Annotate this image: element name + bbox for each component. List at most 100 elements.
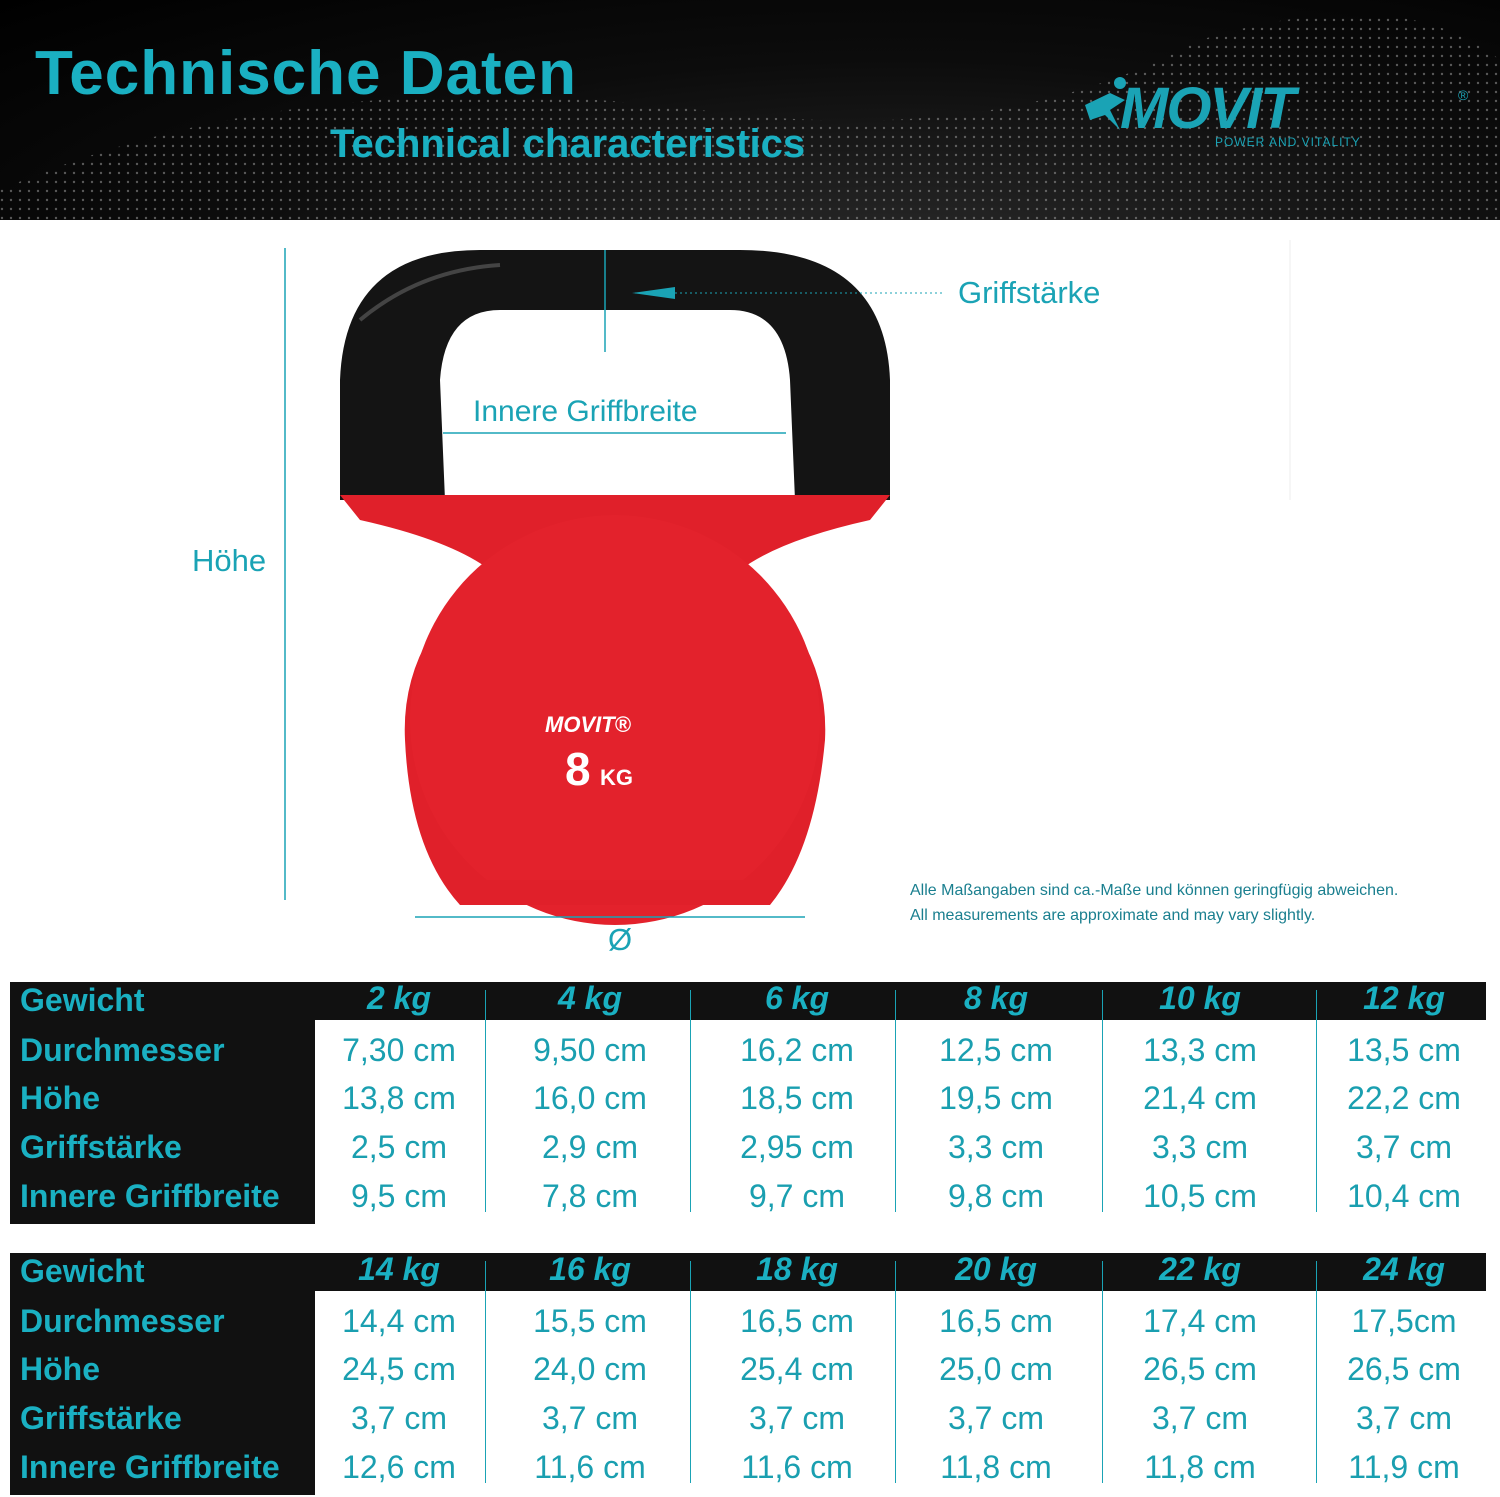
- column-divider: [1316, 990, 1317, 1212]
- column-divider: [485, 990, 486, 1212]
- label-inner-grip-width: Innere Griffbreite: [473, 395, 698, 428]
- table-cell: 16,5 cm: [939, 1303, 1053, 1339]
- table-cell: 16,5 cm: [740, 1303, 854, 1339]
- column-divider: [485, 1261, 486, 1483]
- dot-wave-background: [0, 14, 1500, 220]
- weight-header: 24 kg: [1363, 1251, 1445, 1287]
- table-cell: 11,6 cm: [741, 1449, 853, 1485]
- row-label: Griffstärke: [20, 1400, 182, 1436]
- table-cell: 17,5cm: [1351, 1303, 1457, 1339]
- table-label-column: [10, 1253, 315, 1495]
- kettlebell-brand: MOVIT®: [545, 712, 632, 737]
- spec-table: Gewicht Durchmesser Höhe Griffstärke Innere …: [10, 1251, 1486, 1495]
- table-cell: 2,95 cm: [740, 1129, 854, 1165]
- table-cell: 3,7 cm: [1355, 1400, 1453, 1436]
- table-cell: 16,0 cm: [533, 1080, 647, 1116]
- table-cell: 19,5 cm: [939, 1080, 1053, 1116]
- column-divider: [690, 990, 691, 1212]
- column-divider: [895, 1261, 896, 1483]
- table-cell: 21,4 cm: [1143, 1080, 1257, 1116]
- arrow-icon: [632, 287, 675, 299]
- weight-header: 22 kg: [1159, 1251, 1241, 1287]
- table-cell: 10,4 cm: [1347, 1178, 1461, 1214]
- table-cell: 3,3 cm: [947, 1129, 1045, 1165]
- table-cell: 3,7 cm: [350, 1400, 448, 1436]
- table-cell: 25,0 cm: [939, 1351, 1053, 1387]
- column-divider: [690, 1261, 691, 1483]
- title-german: Technische Daten: [35, 39, 578, 108]
- weight-header: 20 kg: [955, 1251, 1037, 1287]
- weight-header: 16 kg: [549, 1251, 631, 1287]
- table-cell: 22,2 cm: [1347, 1080, 1461, 1116]
- table-label-column: [10, 982, 315, 1224]
- table-cell: 10,5 cm: [1143, 1178, 1257, 1214]
- note-english: All measurements are approximate and may…: [910, 907, 1316, 924]
- label-grip-thickness: Griffstärke: [958, 275, 1101, 310]
- table-cell: 14,4 cm: [342, 1303, 456, 1339]
- column-divider: [1102, 990, 1103, 1212]
- label-height: Höhe: [192, 543, 267, 578]
- brand-logo: MOVIT ® POWER AND VITALITY: [1080, 75, 1480, 155]
- spec-table: Gewicht Durchmesser Höhe Griffstärke Innere …: [10, 980, 1486, 1224]
- table-cell: 11,8 cm: [940, 1449, 1052, 1485]
- table-cell: 26,5 cm: [1347, 1351, 1461, 1387]
- table-cell: 13,3 cm: [1143, 1032, 1257, 1068]
- weight-header: 14 kg: [358, 1251, 440, 1287]
- weight-header: 2 kg: [366, 980, 432, 1016]
- table-cell: 3,7 cm: [748, 1400, 846, 1436]
- table-cell: 16,2 cm: [740, 1032, 854, 1068]
- column-divider: [895, 990, 896, 1212]
- row-label: Höhe: [20, 1351, 100, 1387]
- table-cell: 7,8 cm: [541, 1178, 639, 1214]
- label-diameter: Ø: [608, 922, 633, 957]
- kettlebell-handle: [340, 250, 890, 500]
- row-label: Höhe: [20, 1080, 100, 1116]
- row-label: Gewicht: [20, 982, 145, 1018]
- note-german: Alle Maßangaben sind ca.-Maße und können…: [910, 882, 1399, 899]
- table-cell: 12,6 cm: [342, 1449, 456, 1485]
- table-cell: 11,6 cm: [534, 1449, 646, 1485]
- table-cell: 3,7 cm: [1355, 1129, 1453, 1165]
- table-cell: 9,5 cm: [350, 1178, 448, 1214]
- table-cell: 9,8 cm: [947, 1178, 1045, 1214]
- runner-icon: [1085, 77, 1126, 130]
- table-cell: 11,9 cm: [1348, 1449, 1460, 1485]
- row-label: Gewicht: [20, 1253, 145, 1289]
- weight-header: 10 kg: [1159, 980, 1241, 1016]
- table-cell: 11,8 cm: [1144, 1449, 1256, 1485]
- row-label: Durchmesser: [20, 1303, 225, 1339]
- column-divider: [1102, 1261, 1103, 1483]
- table-cell: 17,4 cm: [1143, 1303, 1257, 1339]
- table-cell: 13,8 cm: [342, 1080, 456, 1116]
- table-cell: 2,5 cm: [350, 1129, 448, 1165]
- kettlebell-unit: KG: [600, 765, 633, 790]
- table-cell: 13,5 cm: [1347, 1032, 1461, 1068]
- weight-header: 6 kg: [764, 980, 830, 1016]
- header-banner: Technische Daten Technical characteristi…: [0, 0, 1500, 220]
- table-cell: 12,5 cm: [939, 1032, 1053, 1068]
- table-cell: 2,9 cm: [541, 1129, 639, 1165]
- title-english: Technical characteristics: [330, 122, 806, 166]
- table-cell: 3,7 cm: [541, 1400, 639, 1436]
- row-label: Innere Griffbreite: [20, 1178, 280, 1214]
- weight-header: 4 kg: [557, 980, 623, 1016]
- row-label: Griffstärke: [20, 1129, 182, 1165]
- row-label: Innere Griffbreite: [20, 1449, 280, 1485]
- table-cell: 9,7 cm: [748, 1178, 846, 1214]
- table-cell: 18,5 cm: [740, 1080, 854, 1116]
- table-cell: 3,3 cm: [1151, 1129, 1249, 1165]
- kettlebell-diagram: MOVIT® 8 KG: [284, 240, 1291, 925]
- weight-header: 18 kg: [756, 1251, 838, 1287]
- table-cell: 24,5 cm: [342, 1351, 456, 1387]
- row-label: Durchmesser: [20, 1032, 225, 1068]
- table-cell: 24,0 cm: [533, 1351, 647, 1387]
- table-cell: 3,7 cm: [1151, 1400, 1249, 1436]
- table-cell: 7,30 cm: [342, 1032, 456, 1068]
- table-cell: 25,4 cm: [740, 1351, 854, 1387]
- weight-header: 8 kg: [963, 980, 1029, 1016]
- column-divider: [1316, 1261, 1317, 1483]
- table-cell: 15,5 cm: [533, 1303, 647, 1339]
- table-cell: 3,7 cm: [947, 1400, 1045, 1436]
- weight-header: 12 kg: [1363, 980, 1445, 1016]
- table-cell: 26,5 cm: [1143, 1351, 1257, 1387]
